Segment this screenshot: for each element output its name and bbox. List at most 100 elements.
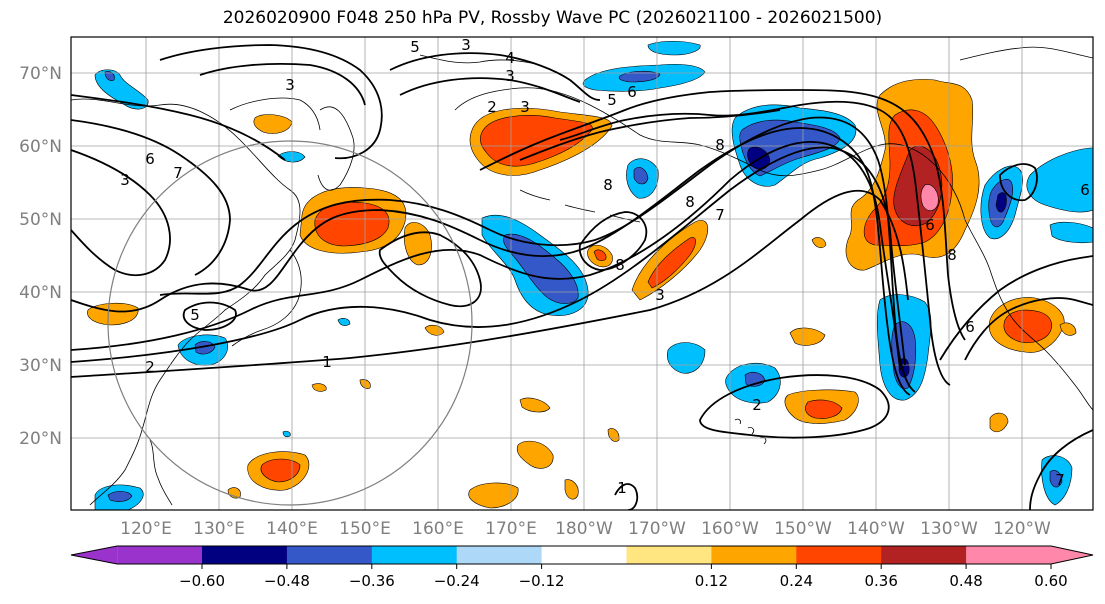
lat-label: 20°N [19, 429, 62, 449]
pv-contour-14 [71, 119, 231, 276]
coastline-okhotsk [229, 97, 321, 131]
colorbar-swatch [966, 546, 1052, 564]
anomaly-negative-small4 [337, 318, 351, 326]
lon-label: 160°W [701, 519, 759, 539]
pv-contour-19 [399, 77, 581, 103]
contour-label: 3 [285, 76, 295, 94]
anomaly-negative-small2-core [633, 167, 649, 185]
anomaly-positive-aleutian-core [647, 237, 696, 289]
pv-contour-11 [578, 211, 648, 271]
pv-contour-12 [699, 374, 890, 439]
lat-label: 70°N [19, 64, 62, 84]
anomaly-negative-sw-core [107, 491, 133, 502]
lon-label: 170°E [485, 519, 537, 539]
coastlines [71, 46, 1093, 506]
anomaly-positive-small12 [989, 412, 1009, 433]
anomaly-positive-small16 [1059, 322, 1077, 336]
anomaly-negative-arctic1-core [618, 70, 661, 83]
colorbar-outline [70, 545, 1094, 565]
colorbar-swatch [711, 546, 797, 564]
lat-label: 50°N [19, 210, 62, 230]
anomaly-positive-small6 [811, 237, 827, 249]
colorbar-swatch [117, 546, 203, 564]
contour-label: 4 [505, 49, 515, 67]
contour-label: 3 [461, 36, 471, 54]
coastline-arctic [419, 54, 541, 66]
contour-label: 8 [603, 176, 613, 194]
anomaly-negative-arctic2 [647, 40, 701, 56]
colorbar-swatch [456, 546, 543, 564]
contour-label: 3 [505, 67, 515, 85]
contour-label: 6 [145, 150, 155, 168]
anomaly-positive-small9 [468, 482, 519, 509]
contour-label: 1 [322, 353, 332, 371]
colorbar-swatch [286, 546, 373, 564]
colorbar-tick-label: −0.36 [349, 572, 395, 590]
contour-label: 3 [520, 98, 530, 116]
pv-contour-21 [939, 255, 1093, 361]
pv-contour-22 [1029, 429, 1093, 510]
colorbar-tick-label: −0.12 [519, 572, 565, 590]
contour-label: 1 [617, 479, 627, 497]
graticule [71, 37, 1093, 510]
colorbar-swatch [881, 546, 967, 564]
anomaly-negative-bc-core [995, 192, 1007, 213]
anomaly-positive-small4 [424, 324, 445, 336]
anomaly-positive-bering-core [480, 115, 593, 167]
latitude-labels: 70°N 60°N 50°N 40°N 30°N 20°N [19, 64, 62, 449]
lon-label: 140°W [847, 519, 905, 539]
pv-contour-7 [519, 109, 781, 161]
contour-label: 8 [615, 256, 625, 274]
lon-label: 130°E [193, 519, 245, 539]
pv-contour-1 [71, 189, 909, 378]
contour-label: 3 [655, 286, 665, 304]
contour-label: 8 [685, 193, 695, 211]
anomaly-negative-small5 [282, 430, 291, 438]
colorbar-tick-label: −0.24 [434, 572, 480, 590]
contour-label: 3 [120, 171, 130, 189]
anomaly-positive-small2 [253, 114, 293, 134]
colorbar-tick-label: 0.12 [695, 572, 728, 590]
colorbar-extension-low [71, 546, 118, 564]
lon-label: 120°W [993, 519, 1051, 539]
pv-contour-16 [159, 44, 383, 160]
lon-label: 130°W [920, 519, 978, 539]
pv-contour-4 [71, 127, 911, 396]
pv-contour-6 [559, 100, 951, 386]
anomaly-negative-arctic3-core [104, 71, 115, 81]
map-title: 2026020900 F048 250 hPa PV, Rossby Wave … [222, 8, 883, 28]
contour-label: 2 [145, 358, 155, 376]
pv-contour-23 [614, 483, 639, 510]
pv-contour-24 [999, 163, 1038, 202]
colorbar-extension-high [1051, 546, 1093, 564]
contour-label: 6 [1080, 181, 1090, 199]
colorbar-swatch [202, 546, 288, 564]
pv-contour-13 [71, 149, 171, 277]
contour-label: 6 [627, 83, 637, 101]
colorbar-swatch [371, 546, 458, 564]
coastline-kamchatka [317, 106, 355, 191]
pv-contour-9 [378, 231, 482, 308]
colorbar-tick-label: 0.48 [949, 572, 982, 590]
anomaly-positive-nw-pacific-core [260, 458, 301, 483]
coastline-north-america [964, 219, 1093, 411]
anomaly-positive-gulf-alaska-pink [920, 184, 939, 211]
contour-label: 2 [752, 396, 762, 414]
contour-label: 7 [1055, 471, 1065, 489]
contour-label: 6 [925, 216, 935, 234]
lon-label: 170°W [628, 519, 686, 539]
reference-circle [107, 140, 473, 506]
contour-labels: 5 3 4 3 2 3 6 8 3 7 6 3 5 8 8 7 8 5 3 6 … [120, 36, 1090, 497]
anomaly-positive-small8 [516, 440, 554, 469]
pv-contour-5 [159, 116, 916, 393]
anomaly-positive-california-core [1003, 309, 1053, 344]
contour-label: 7 [173, 164, 183, 182]
lon-label: 160°E [412, 519, 464, 539]
coastline-asia [71, 98, 301, 506]
lat-label: 30°N [19, 356, 62, 376]
colorbar-tick-label: −0.48 [264, 572, 310, 590]
pv-contour-2 [71, 146, 906, 366]
contour-label: 6 [965, 318, 975, 336]
anomaly-negative-se-core [1049, 470, 1063, 488]
